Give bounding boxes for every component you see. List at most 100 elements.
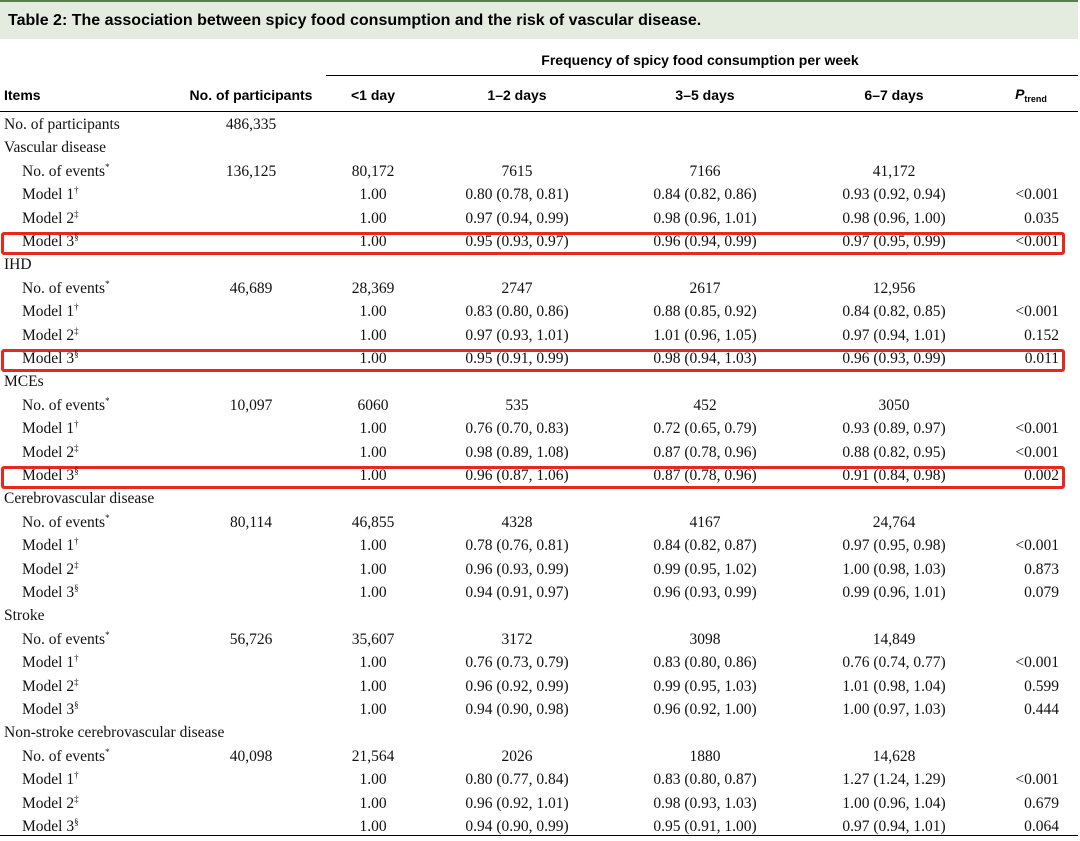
value-cell: 4328	[501, 514, 533, 531]
value-cell: 1.00	[359, 654, 387, 671]
participants-cell: 46,689	[229, 280, 273, 297]
row-label: Model 2‡	[22, 443, 79, 462]
value-cell: 0.93 (0.89, 0.97)	[842, 420, 946, 437]
ptrend-cell: 0.679	[1024, 795, 1059, 812]
value-cell: 1.00	[359, 186, 387, 203]
value-cell: 1.00	[359, 584, 387, 601]
row-label: Model 1†	[22, 302, 79, 321]
value-cell: 0.98 (0.96, 1.00)	[842, 210, 946, 227]
value-cell: 0.98 (0.96, 1.01)	[653, 210, 757, 227]
value-cell: 24,764	[872, 514, 916, 531]
value-cell: 1.00	[359, 561, 387, 578]
ptrend-cell: 0.599	[1024, 678, 1059, 695]
value-cell: 0.83 (0.80, 0.86)	[653, 654, 757, 671]
value-cell: 0.84 (0.82, 0.87)	[653, 537, 757, 554]
value-cell: 1.00	[359, 818, 387, 835]
ptrend-cell: <0.001	[1015, 186, 1059, 203]
value-cell: 0.96 (0.93, 0.99)	[842, 350, 946, 367]
value-cell: 0.98 (0.94, 1.03)	[653, 350, 757, 367]
row-label: Model 3§	[22, 583, 79, 602]
ptrend-cell: 0.873	[1024, 561, 1059, 578]
row-label: Model 1†	[22, 536, 79, 555]
value-cell: 0.96 (0.87, 1.06)	[465, 467, 569, 484]
ptrend-cell: 0.011	[1024, 350, 1059, 367]
value-cell: 7615	[501, 163, 533, 180]
row-label: IHD	[4, 256, 32, 273]
value-cell: 0.97 (0.95, 0.98)	[842, 537, 946, 554]
value-cell: 0.76 (0.74, 0.77)	[842, 654, 946, 671]
value-cell: 14,628	[872, 748, 916, 765]
row-label: Model 2‡	[22, 794, 79, 813]
value-cell: 1.00 (0.97, 1.03)	[842, 701, 946, 718]
value-cell: 1.00	[359, 771, 387, 788]
value-cell: 80,172	[351, 163, 395, 180]
ptrend-cell: 0.035	[1024, 210, 1059, 227]
ptrend-cell: 0.444	[1024, 701, 1059, 718]
highlight-box	[1, 349, 1065, 372]
value-cell: 28,369	[351, 280, 395, 297]
row-label: Model 3§	[22, 817, 79, 836]
value-cell: 0.96 (0.92, 1.01)	[465, 795, 569, 812]
value-cell: 0.97 (0.93, 1.01)	[465, 327, 569, 344]
value-cell: 14,849	[872, 631, 916, 648]
value-cell: 1.00	[359, 678, 387, 695]
value-cell: 0.94 (0.90, 0.98)	[465, 701, 569, 718]
value-cell: 0.80 (0.77, 0.84)	[465, 771, 569, 788]
value-cell: 0.84 (0.82, 0.85)	[842, 303, 946, 320]
value-cell: 0.76 (0.73, 0.79)	[465, 654, 569, 671]
row-label: No. of events*	[22, 396, 110, 415]
value-cell: 0.96 (0.92, 1.00)	[653, 701, 757, 718]
value-cell: 1.00	[359, 303, 387, 320]
value-cell: 1.00	[359, 420, 387, 437]
value-cell: 0.99 (0.96, 1.01)	[842, 584, 946, 601]
value-cell: 0.99 (0.95, 1.03)	[653, 678, 757, 695]
row-label: Model 2‡	[22, 677, 79, 696]
value-cell: 2747	[501, 280, 533, 297]
value-cell: 2617	[689, 280, 721, 297]
value-cell: 0.88 (0.85, 0.92)	[653, 303, 757, 320]
row-label: Model 1†	[22, 419, 79, 438]
value-cell: 0.88 (0.82, 0.95)	[842, 444, 946, 461]
value-cell: 0.96 (0.93, 0.99)	[653, 584, 757, 601]
participants-header: No. of participants	[189, 87, 313, 103]
participants-cell: 486,335	[225, 116, 277, 133]
value-cell: 1.00	[359, 795, 387, 812]
value-cell: 0.76 (0.70, 0.83)	[465, 420, 569, 437]
value-cell: 1.00	[359, 233, 387, 250]
value-cell: 1.00	[359, 467, 387, 484]
freq-header-3-5: 3–5 days	[675, 87, 735, 103]
ptrend-cell: <0.001	[1015, 537, 1059, 554]
ptrend-cell: 0.064	[1024, 818, 1059, 835]
row-label: No. of events*	[22, 747, 110, 766]
ptrend-cell: <0.001	[1015, 654, 1059, 671]
row-label: Model 3§	[22, 466, 79, 485]
value-cell: 1.01 (0.98, 1.04)	[842, 678, 946, 695]
value-cell: 1.00 (0.96, 1.04)	[842, 795, 946, 812]
value-cell: 0.80 (0.78, 0.81)	[465, 186, 569, 203]
value-cell: 0.98 (0.93, 1.03)	[653, 795, 757, 812]
value-cell: 0.97 (0.94, 1.01)	[842, 327, 946, 344]
ptrend-cell: <0.001	[1015, 420, 1059, 437]
bottom-rule	[0, 835, 1078, 836]
freq-header-lt1: <1 day	[351, 87, 395, 103]
value-cell: 1.27 (1.24, 1.29)	[842, 771, 946, 788]
value-cell: 46,855	[351, 514, 395, 531]
row-label: Model 3§	[22, 232, 79, 251]
value-cell: 0.96 (0.93, 0.99)	[465, 561, 569, 578]
value-cell: 452	[693, 397, 717, 414]
value-cell: 6060	[357, 397, 389, 414]
table-title: Table 2: The association between spicy f…	[8, 12, 702, 29]
freq-header-6-7: 6–7 days	[864, 87, 924, 103]
table-title-bar: Table 2: The association between spicy f…	[0, 0, 1078, 39]
row-label: Model 3§	[22, 700, 79, 719]
row-label: No. of events*	[22, 513, 110, 532]
row-label: Model 1†	[22, 770, 79, 789]
value-cell: 0.94 (0.91, 0.97)	[465, 584, 569, 601]
frequency-group-header: Frequency of spicy food consumption per …	[541, 52, 859, 68]
ptrend-cell: 0.079	[1024, 584, 1059, 601]
value-cell: 0.97 (0.94, 0.99)	[465, 210, 569, 227]
value-cell: 1.00	[359, 350, 387, 367]
row-label: Model 1†	[22, 653, 79, 672]
value-cell: 0.87 (0.78, 0.96)	[653, 444, 757, 461]
value-cell: 3172	[501, 631, 533, 648]
